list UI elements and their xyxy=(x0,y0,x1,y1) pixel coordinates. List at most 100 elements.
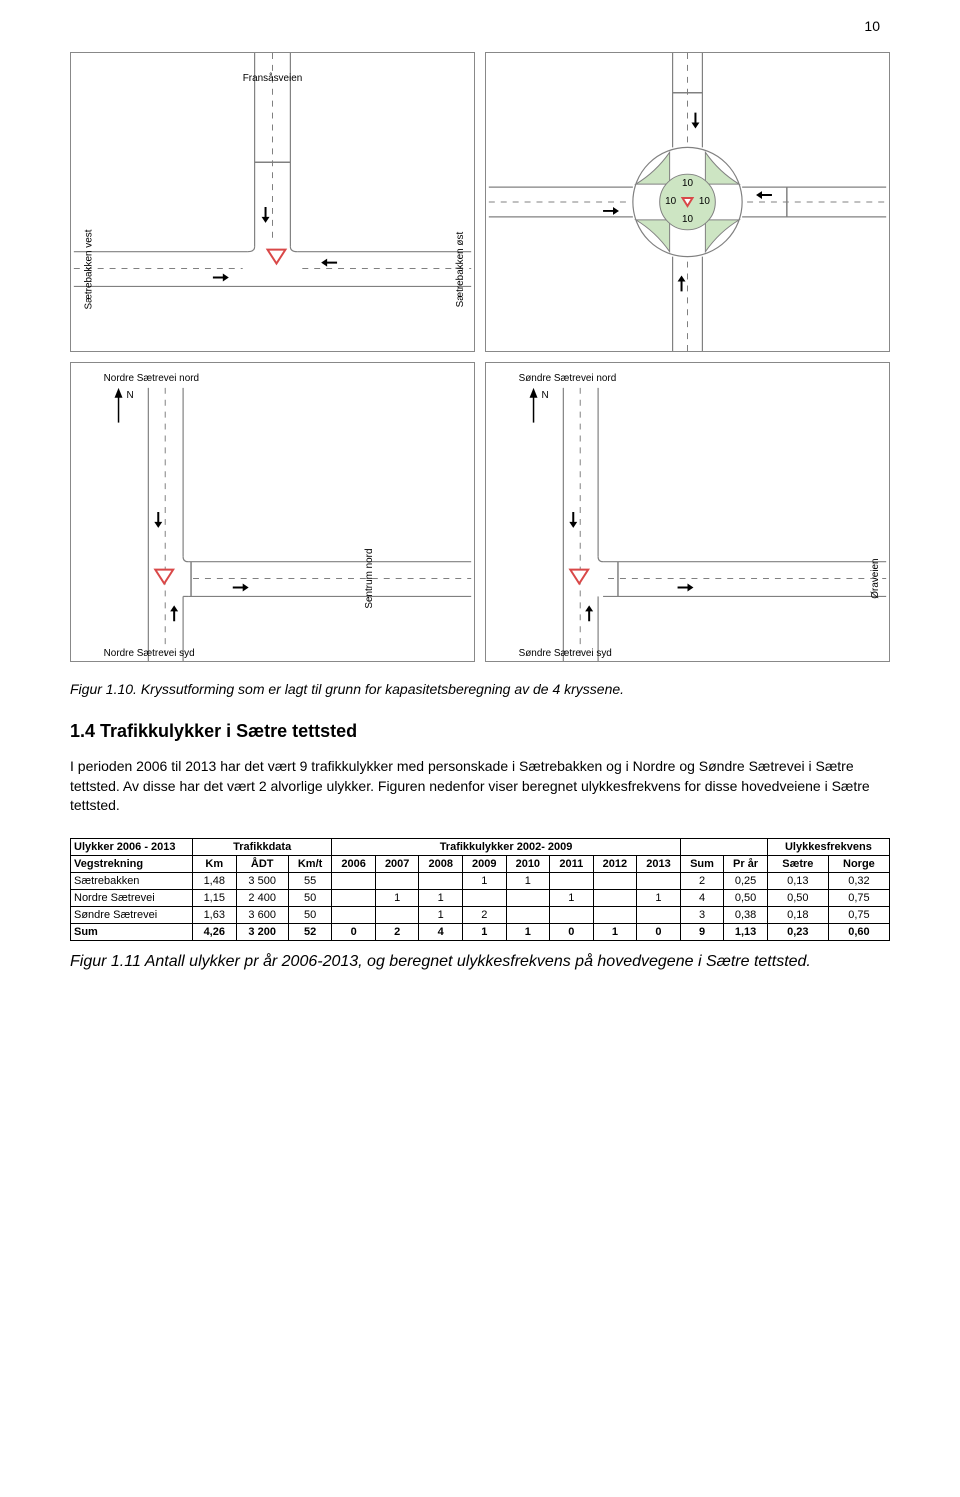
th-year: 2007 xyxy=(375,855,419,872)
table-cell: Søndre Sætrevei xyxy=(71,906,193,923)
th-km: Km xyxy=(193,855,237,872)
table-cell: 1 xyxy=(463,872,507,889)
table-cell: Sum xyxy=(71,923,193,940)
th-year: 2011 xyxy=(550,855,594,872)
table-cell: 0 xyxy=(637,923,681,940)
svg-text:10: 10 xyxy=(682,178,694,189)
table-cell xyxy=(550,872,594,889)
th-group-left: Ulykker 2006 - 2013 xyxy=(71,838,193,855)
th-group-accidents: Trafikkulykker 2002- 2009 xyxy=(332,838,680,855)
table-cell: 1 xyxy=(419,889,463,906)
table-cell: 0,23 xyxy=(767,923,828,940)
table-cell: 1 xyxy=(506,923,550,940)
table-cell: 52 xyxy=(288,923,332,940)
table-cell xyxy=(463,889,507,906)
svg-text:10: 10 xyxy=(699,196,711,207)
table-row: Søndre Sætrevei1,633 600501230,380,180,7… xyxy=(71,906,890,923)
table-cell: 1,13 xyxy=(724,923,768,940)
table-cell xyxy=(593,872,637,889)
table-cell: 2 xyxy=(463,906,507,923)
table-cell: 0,50 xyxy=(724,889,768,906)
table-cell: 0,75 xyxy=(828,889,889,906)
table-cell: 1 xyxy=(419,906,463,923)
th-year: 2010 xyxy=(506,855,550,872)
diagram-grid: Fransåsveien Sætrebakken vest Sætrebakke… xyxy=(70,52,890,662)
table-cell: 4 xyxy=(680,889,724,906)
table-cell: 1 xyxy=(550,889,594,906)
caption-block: Figur 1.10. Kryssutforming som er lagt t… xyxy=(70,680,890,816)
table-cell: 9 xyxy=(680,923,724,940)
table-cell: 3 xyxy=(680,906,724,923)
th-year: 2008 xyxy=(419,855,463,872)
label-left: Sætrebakken vest xyxy=(84,229,95,309)
table-cell xyxy=(637,872,681,889)
table-cell: 0,38 xyxy=(724,906,768,923)
table-cell: 0,50 xyxy=(767,889,828,906)
th-kmt: Km/t xyxy=(288,855,332,872)
table-cell xyxy=(593,889,637,906)
th-year: 2009 xyxy=(463,855,507,872)
table-cell xyxy=(375,906,419,923)
label-right: Øraveien xyxy=(870,558,881,598)
table-cell xyxy=(637,906,681,923)
table-cell: 1 xyxy=(375,889,419,906)
th-group-traffic: Trafikkdata xyxy=(193,838,332,855)
table-cell: Nordre Sætrevei xyxy=(71,889,193,906)
figure-caption-2: Figur 1.11 Antall ulykker pr år 2006-201… xyxy=(70,953,890,971)
table-cell: 1 xyxy=(506,872,550,889)
table-cell xyxy=(375,872,419,889)
table-cell xyxy=(550,906,594,923)
table-cell: 1,48 xyxy=(193,872,237,889)
table-cell: 2 400 xyxy=(236,889,288,906)
diagram-bottom-right: N Søndre Sætrevei nord Søndre Sætrevei s… xyxy=(485,362,890,662)
th-year: 2006 xyxy=(332,855,376,872)
table-cell: 3 200 xyxy=(236,923,288,940)
th-adt: ÅDT xyxy=(236,855,288,872)
table-row: Sum4,263 200520241101091,130,230,60 xyxy=(71,923,890,940)
label-right: Sætrebakken øst xyxy=(455,232,466,308)
svg-text:N: N xyxy=(126,390,133,401)
th-year: 2012 xyxy=(593,855,637,872)
table-header-cols: Vegstrekning Km ÅDT Km/t 2006 2007 2008 … xyxy=(71,855,890,872)
section-title: 1.4 Trafikkulykker i Sætre tettsted xyxy=(70,719,890,743)
table-cell: 0,13 xyxy=(767,872,828,889)
table-cell: Sætrebakken xyxy=(71,872,193,889)
label-bottom: Søndre Sætrevei syd xyxy=(519,648,612,659)
th-prar: Pr år xyxy=(724,855,768,872)
th-norge: Norge xyxy=(828,855,889,872)
table-cell: 1 xyxy=(637,889,681,906)
th-group-freq: Ulykkesfrekvens xyxy=(767,838,889,855)
table-cell xyxy=(332,889,376,906)
table-cell: 0,18 xyxy=(767,906,828,923)
table-cell: 1 xyxy=(593,923,637,940)
table-cell: 55 xyxy=(288,872,332,889)
table-cell: 4 xyxy=(419,923,463,940)
table-cell xyxy=(593,906,637,923)
diagram-top-left: Fransåsveien Sætrebakken vest Sætrebakke… xyxy=(70,52,475,352)
label-top: Fransåsveien xyxy=(243,73,303,84)
table-cell xyxy=(419,872,463,889)
table-cell: 0,25 xyxy=(724,872,768,889)
label-top: Nordre Sætrevei nord xyxy=(104,373,199,384)
table-cell: 2 xyxy=(375,923,419,940)
th-year: 2013 xyxy=(637,855,681,872)
th-sum: Sum xyxy=(680,855,724,872)
table-header-groups: Ulykker 2006 - 2013 Trafikkdata Trafikku… xyxy=(71,838,890,855)
table-cell: 0,32 xyxy=(828,872,889,889)
label-right: Sentrum nord xyxy=(364,548,375,608)
table-cell xyxy=(506,906,550,923)
table-cell: 4,26 xyxy=(193,923,237,940)
body-paragraph: I perioden 2006 til 2013 har det vært 9 … xyxy=(70,757,890,816)
table-cell xyxy=(506,889,550,906)
label-top: Søndre Sætrevei nord xyxy=(519,373,617,384)
diagram-bottom-left: N Nordre Sætrevei nord Nordre Sætrevei s… xyxy=(70,362,475,662)
table-cell: 0,60 xyxy=(828,923,889,940)
table-cell: 0 xyxy=(332,923,376,940)
table-cell: 2 xyxy=(680,872,724,889)
table-cell: 50 xyxy=(288,906,332,923)
table-cell: 50 xyxy=(288,889,332,906)
table-row: Sætrebakken1,483 50055 11 20,250,130,32 xyxy=(71,872,890,889)
accident-table: Ulykker 2006 - 2013 Trafikkdata Trafikku… xyxy=(70,838,890,941)
table-cell: 1 xyxy=(463,923,507,940)
table-cell: 3 500 xyxy=(236,872,288,889)
